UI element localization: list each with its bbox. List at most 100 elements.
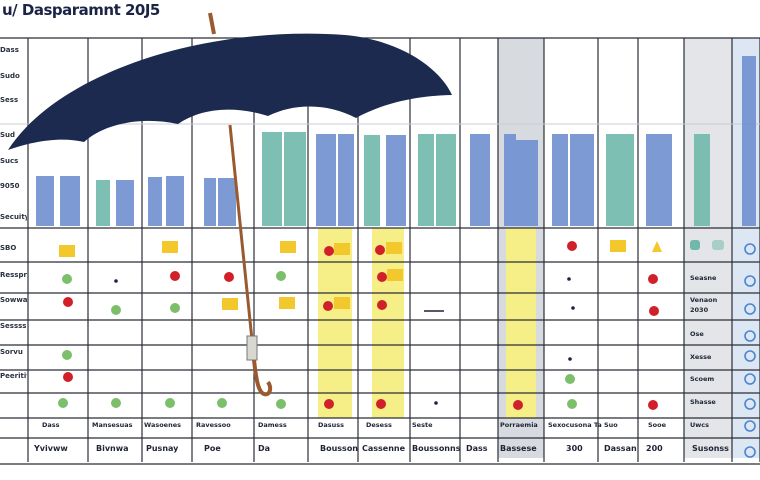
bar xyxy=(658,134,672,226)
bar xyxy=(742,56,756,226)
footer-label: Cassenne xyxy=(362,444,406,453)
status-triangle-icon xyxy=(652,241,662,252)
status-square-icon xyxy=(59,245,75,257)
bar xyxy=(284,132,306,226)
bar xyxy=(504,134,516,226)
status-dot-icon xyxy=(567,241,577,251)
status-dot-icon xyxy=(567,399,577,409)
status-dot-icon xyxy=(62,274,72,284)
status-square-icon xyxy=(610,240,626,252)
row-label: Sorvu xyxy=(0,348,23,356)
row-label: Sucs xyxy=(0,157,19,165)
status-dot-icon xyxy=(324,246,334,256)
info-icon xyxy=(744,350,756,362)
row-label: Peeritiy xyxy=(0,372,27,380)
status-dot-icon xyxy=(324,399,334,409)
bar xyxy=(204,178,216,226)
status-dot-icon xyxy=(62,350,72,360)
status-square-icon xyxy=(334,243,350,255)
status-dot-icon xyxy=(165,398,175,408)
status-square-icon xyxy=(334,297,350,309)
teal-chip-icon xyxy=(712,240,724,250)
status-dot-icon xyxy=(376,399,386,409)
bar xyxy=(148,177,162,226)
row-label: Secuity xyxy=(0,213,27,221)
status-dot-icon xyxy=(323,301,333,311)
status-dot-icon xyxy=(111,305,121,315)
highlight-column xyxy=(372,228,404,418)
row-label: Resspre xyxy=(0,271,27,279)
bar xyxy=(606,134,634,226)
bar xyxy=(316,134,336,226)
bar xyxy=(470,134,490,226)
row-label: SBO xyxy=(0,244,17,252)
panel-label: Shasse xyxy=(690,398,716,406)
row-label: Sessss xyxy=(0,322,27,330)
bar xyxy=(646,134,658,226)
status-dot-icon xyxy=(434,401,438,405)
status-dot-icon xyxy=(170,303,180,313)
status-dot-icon xyxy=(276,271,286,281)
status-dot-icon xyxy=(276,399,286,409)
bar xyxy=(96,180,110,226)
row-label: Sess xyxy=(0,96,19,104)
footer-label: Dass xyxy=(466,444,488,453)
footer-label: Boussonns xyxy=(412,444,461,453)
info-icon xyxy=(744,398,756,410)
status-dot-icon xyxy=(565,374,575,384)
status-square-icon xyxy=(280,241,296,253)
info-icon xyxy=(744,330,756,342)
status-dot-icon xyxy=(648,400,658,410)
summary-label: Sooe xyxy=(648,421,667,429)
status-dot-icon xyxy=(111,398,121,408)
umbrella-tip-icon xyxy=(208,12,216,35)
panel-label: Ose xyxy=(690,330,704,338)
status-dot-icon xyxy=(217,398,227,408)
panel-label: Seasne xyxy=(690,274,717,282)
umbrella-canopy-icon xyxy=(8,33,452,150)
row-label: Sowwass xyxy=(0,296,27,304)
bar xyxy=(60,176,80,226)
summary-label: Dass xyxy=(42,421,60,429)
status-dot-icon xyxy=(63,372,73,382)
info-icon xyxy=(744,373,756,385)
footer-label: Poe xyxy=(204,444,221,453)
info-icon xyxy=(744,420,756,432)
status-dot-icon xyxy=(377,272,387,282)
panel-label: Venaon xyxy=(690,296,718,304)
footer-label: Dassan xyxy=(604,444,637,453)
status-square-icon xyxy=(387,269,403,281)
summary-label: Suo xyxy=(604,421,618,429)
info-icon xyxy=(744,275,756,287)
page-title: u/ Dasparamnt 20J5 xyxy=(2,1,160,19)
umbrella-shaft-icon xyxy=(228,124,254,341)
summary-label: Dasuss xyxy=(318,421,345,429)
status-square-icon xyxy=(279,297,295,309)
footer-label: Da xyxy=(258,444,271,453)
status-square-icon xyxy=(162,241,178,253)
summary-label: Wasoenes xyxy=(144,421,181,429)
status-dot-icon xyxy=(224,272,234,282)
summary-label: Ravessoo xyxy=(196,421,231,429)
summary-label: Seste xyxy=(412,421,433,429)
row-label: 9050 xyxy=(0,182,20,190)
status-dot-icon xyxy=(649,306,659,316)
status-square-icon xyxy=(222,298,238,310)
bar xyxy=(338,134,354,226)
bar xyxy=(36,176,54,226)
highlight-column xyxy=(318,228,352,418)
summary-label: Mansesuas xyxy=(92,421,133,429)
summary-label: Sexocusona Tass xyxy=(548,421,602,429)
summary-label: Damess xyxy=(258,421,287,429)
status-dot-icon xyxy=(375,245,385,255)
summary-label: Desess xyxy=(366,421,392,429)
bar xyxy=(386,135,406,226)
status-dot-icon xyxy=(114,279,118,283)
row-label: Sud xyxy=(0,131,16,139)
footer-label: 200 xyxy=(646,444,663,453)
bar xyxy=(552,134,568,226)
bar xyxy=(262,132,282,226)
bar xyxy=(694,134,710,226)
umbrella-handle-icon xyxy=(246,335,258,361)
